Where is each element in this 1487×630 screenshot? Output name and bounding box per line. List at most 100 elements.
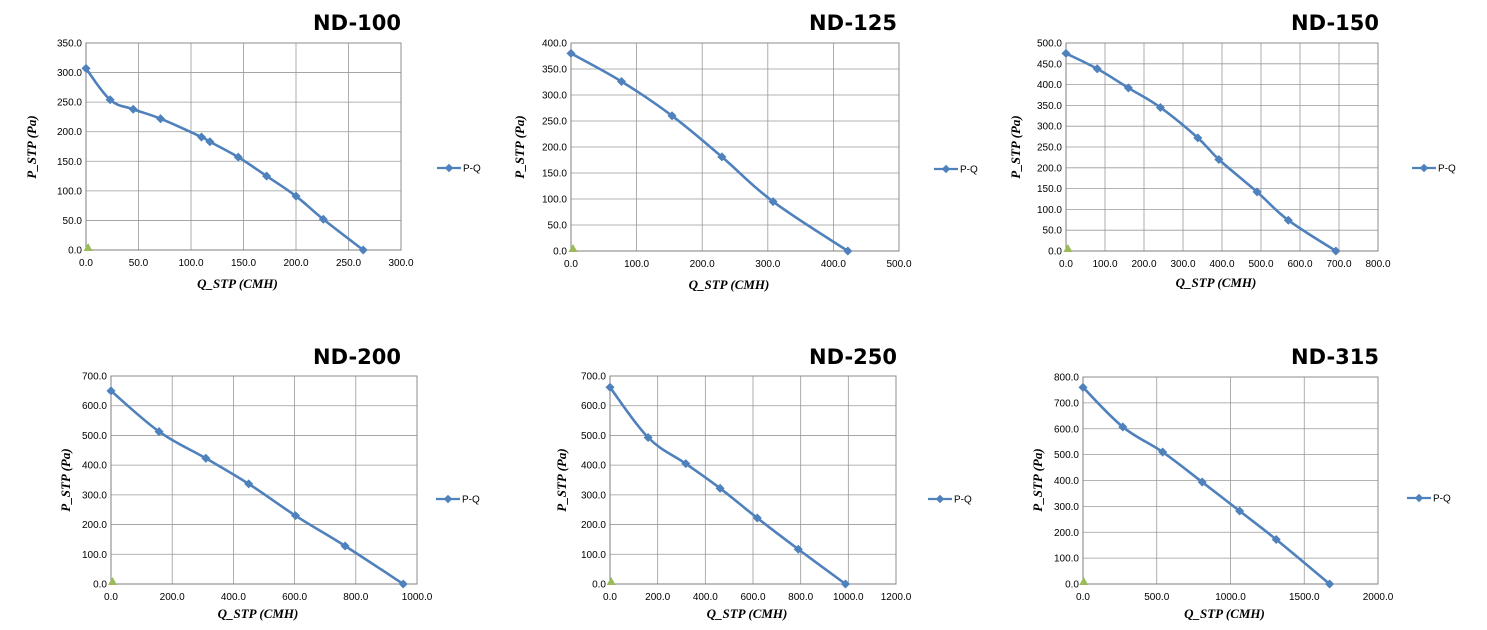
y-tick-label: 0.0 [68, 246, 82, 257]
x-tick-label: 600.0 [1287, 259, 1312, 270]
y-tick-label: 400.0 [542, 39, 567, 50]
y-axis-label: P_STP (Pa) [512, 115, 527, 178]
x-tick-label: 100.0 [624, 259, 649, 270]
x-tick-label: 0.0 [104, 592, 118, 603]
y-tick-label: 600.0 [82, 401, 107, 412]
x-axis-label: Q_STP (CMH) [689, 277, 770, 292]
x-tick-label: 600.0 [740, 592, 765, 603]
y-axis-label: P_STP (Pa) [554, 448, 569, 511]
origin-triangle-marker [83, 243, 93, 251]
x-tick-label: 1000.0 [402, 592, 433, 603]
x-tick-label: 800.0 [788, 592, 813, 603]
origin-triangle-marker [568, 244, 578, 252]
x-axis-label: Q_STP (CMH) [197, 276, 278, 291]
data-point [81, 63, 91, 73]
data-point [768, 197, 778, 207]
y-axis-label: P_STP (Pa) [1008, 115, 1023, 178]
y-tick-label: 700.0 [581, 372, 606, 383]
y-tick-label: 100.0 [1037, 205, 1062, 216]
chart-title: ND-200 [313, 345, 401, 369]
chart-title: ND-250 [809, 345, 897, 369]
data-point [1061, 48, 1071, 58]
y-tick-label: 0.0 [1048, 247, 1062, 258]
x-tick-label: 400.0 [693, 592, 718, 603]
series-line [1081, 386, 1331, 586]
y-tick-label: 350.0 [57, 39, 82, 50]
y-tick-label: 300.0 [1054, 502, 1079, 513]
x-tick-label: 300.0 [1170, 259, 1195, 270]
legend-marker [444, 163, 454, 173]
origin-triangle-marker [606, 577, 616, 585]
chart-title: ND-315 [1291, 345, 1379, 369]
x-tick-label: 200.0 [645, 592, 670, 603]
legend-label: P-Q [1438, 164, 1456, 175]
x-tick-label: 500.0 [1144, 592, 1169, 603]
x-tick-label: 500.0 [1248, 259, 1273, 270]
x-tick-label: 300.0 [755, 259, 780, 270]
x-tick-label: 0.0 [564, 259, 578, 270]
x-tick-label: 1000.0 [833, 592, 864, 603]
legend-label: P-Q [954, 495, 972, 506]
x-tick-label: 300.0 [388, 258, 413, 269]
y-tick-label: 100.0 [542, 195, 567, 206]
chart-svg: 0.0 200.0 400.0 600.0 800.0 1000.0 0.0 100.0 200… [58, 345, 480, 621]
legend-marker [935, 494, 945, 504]
y-tick-label: 150.0 [542, 169, 567, 180]
y-tick-label: 500.0 [581, 431, 606, 442]
y-tick-label: 250.0 [57, 98, 82, 109]
data-point [156, 114, 166, 124]
y-tick-label: 500.0 [1037, 39, 1062, 50]
y-tick-label: 200.0 [57, 127, 82, 138]
y-tick-label: 400.0 [1037, 80, 1062, 91]
data-point [1214, 154, 1224, 165]
x-tick-label: 0.0 [603, 592, 617, 603]
data-point [1078, 382, 1088, 392]
x-tick-label: 50.0 [129, 258, 149, 269]
x-tick-label: 1500.0 [1289, 592, 1320, 603]
x-axis-label: Q_STP (CMH) [1184, 606, 1265, 621]
chart-svg: 0.0 500.0 1000.0 1500.0 2000.0 0.0 100.0 200.0 3… [1030, 345, 1451, 621]
x-tick-label: 250.0 [336, 258, 361, 269]
y-tick-label: 600.0 [1054, 424, 1079, 435]
y-tick-label: 600.0 [581, 401, 606, 412]
x-axis-label: Q_STP (CMH) [218, 606, 299, 621]
x-tick-label: 100.0 [1092, 259, 1117, 270]
chart-title: ND-125 [809, 11, 897, 35]
x-tick-label: 500.0 [886, 259, 911, 270]
y-tick-label: 300.0 [1037, 122, 1062, 133]
y-tick-label: 200.0 [1054, 528, 1079, 539]
y-tick-label: 450.0 [1037, 59, 1062, 70]
x-tick-label: 800.0 [1365, 259, 1390, 270]
chart-panel: 0.0 50.0 100.0 150.0 200.0 250.0 300.0 0.0 50.0 1… [0, 0, 490, 300]
x-tick-label: 100.0 [178, 258, 203, 269]
y-tick-label: 700.0 [82, 372, 107, 383]
series-line [569, 52, 850, 253]
y-tick-label: 100.0 [581, 550, 606, 561]
x-axis-label: Q_STP (CMH) [1176, 275, 1257, 290]
x-tick-label: 400.0 [821, 259, 846, 270]
y-tick-label: 250.0 [1037, 143, 1062, 154]
chart-svg: 0.0 100.0 200.0 300.0 400.0 500.0 0.0 50.0 100.0… [512, 11, 978, 292]
data-point [205, 137, 215, 147]
y-tick-label: 300.0 [82, 490, 107, 501]
data-point [128, 104, 138, 114]
y-tick-label: 300.0 [581, 490, 606, 501]
data-point [105, 95, 115, 105]
y-axis-label: P_STP (Pa) [24, 115, 39, 178]
chart-svg: 0.0 100.0 200.0 300.0 400.0 500.0 600.0 700.0 80… [1008, 11, 1456, 290]
y-tick-label: 500.0 [1054, 450, 1079, 461]
chart-panel: 0.0 100.0 200.0 300.0 400.0 500.0 600.0 700.0 80… [990, 0, 1487, 300]
chart-panel: 0.0 500.0 1000.0 1500.0 2000.0 0.0 100.0 200.0 3… [990, 330, 1487, 630]
legend-marker [1414, 493, 1424, 503]
data-point [233, 152, 243, 162]
x-tick-label: 700.0 [1326, 259, 1351, 270]
y-tick-label: 350.0 [1037, 101, 1062, 112]
x-tick-label: 200.0 [1131, 259, 1156, 270]
y-tick-label: 250.0 [542, 117, 567, 128]
y-tick-label: 200.0 [82, 520, 107, 531]
y-tick-label: 200.0 [581, 520, 606, 531]
x-tick-label: 2000.0 [1363, 592, 1394, 603]
y-tick-label: 400.0 [82, 461, 107, 472]
y-axis-label: P_STP (Pa) [58, 448, 73, 511]
y-tick-label: 300.0 [57, 68, 82, 79]
